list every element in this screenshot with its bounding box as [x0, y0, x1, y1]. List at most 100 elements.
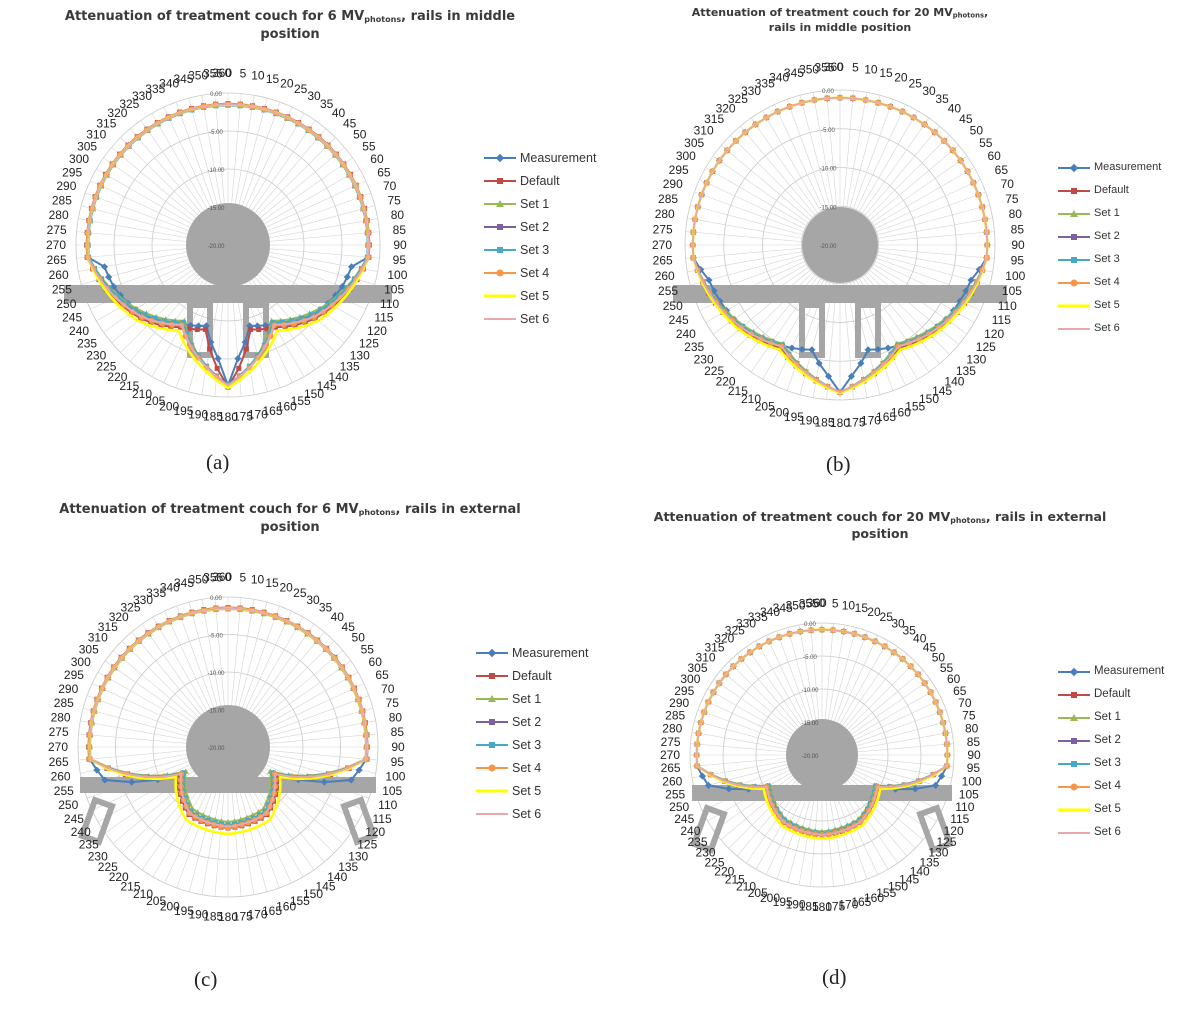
- angle-tick-label: 160: [864, 891, 884, 905]
- angle-tick-label: 110: [378, 798, 397, 812]
- center-disk: [786, 719, 858, 791]
- legend-label: Set 5: [1094, 299, 1120, 311]
- angle-tick-label: 325: [725, 623, 745, 637]
- legend-label: Default: [1094, 184, 1129, 196]
- data-point: [911, 785, 919, 793]
- legend-item-default: Default: [1056, 683, 1164, 706]
- angle-tick-label: 360: [212, 570, 232, 584]
- couch-top: [64, 285, 392, 303]
- angle-tick-label: 300: [69, 152, 89, 166]
- legend-label: Set 3: [1094, 253, 1120, 265]
- angle-tick-label: 195: [174, 904, 194, 918]
- legend-label: Set 6: [1094, 322, 1120, 334]
- data-point: [142, 312, 148, 318]
- legend-item-set-5: Set 5: [1056, 798, 1164, 821]
- angle-tick-label: 50: [352, 631, 366, 645]
- radial-tick-label: -5.00: [821, 128, 835, 134]
- angle-tick-label: 45: [923, 641, 937, 655]
- angle-tick-label: 245: [674, 812, 694, 826]
- angle-tick-label: 75: [1005, 192, 1019, 206]
- angle-tick-label: 200: [160, 900, 180, 914]
- angle-tick-label: 230: [694, 352, 714, 366]
- angle-tick-label: 260: [51, 770, 71, 784]
- angle-tick-label: 5: [852, 61, 859, 75]
- legend-item-set-1: Set 1: [1056, 202, 1161, 225]
- angle-tick-label: 85: [1011, 222, 1025, 236]
- legend-swatch: [1058, 233, 1090, 240]
- angle-tick-label: 235: [687, 835, 707, 849]
- angle-tick-label: 130: [966, 352, 986, 366]
- legend-swatch: [484, 317, 516, 320]
- series-set-6: [691, 96, 989, 394]
- angle-tick-label: 325: [728, 92, 748, 106]
- angle-tick-label: 65: [995, 163, 1009, 177]
- angle-tick-label: 305: [687, 661, 707, 675]
- data-point: [180, 320, 186, 326]
- angle-tick-label: 325: [119, 97, 139, 111]
- legend-swatch: [476, 764, 508, 771]
- angle-tick-label: 175: [825, 899, 845, 913]
- data-point: [289, 318, 295, 324]
- radial-tick-label: -5.00: [209, 130, 223, 136]
- legend-swatch: [1058, 256, 1090, 263]
- legend-item-measurement: Measurement: [482, 146, 596, 169]
- legend-swatch: [1058, 691, 1090, 698]
- legend-label: Set 6: [520, 311, 550, 326]
- data-point: [347, 776, 355, 784]
- legend-swatch: [484, 177, 516, 184]
- center-disk: [802, 207, 878, 283]
- radar-chart-d: 0.00-5.00-10.00-15.00-20.000 5 10 15 2025303…: [660, 596, 982, 914]
- couch-overlay-middle: [673, 285, 1007, 358]
- angle-tick-label: 205: [755, 399, 775, 413]
- data-point: [864, 346, 872, 354]
- angle-tick-label: 40: [331, 610, 345, 624]
- angle-tick-label: 240: [71, 825, 91, 839]
- data-point: [343, 273, 351, 281]
- legend-label: Set 3: [512, 737, 542, 752]
- legend-swatch: [484, 223, 516, 230]
- angle-tick-label: 275: [653, 222, 673, 236]
- angle-tick-label: 215: [728, 384, 748, 398]
- angle-tick-label: 120: [944, 824, 964, 838]
- angle-tick-label: 75: [962, 709, 976, 723]
- legend-label: Set 3: [520, 242, 550, 257]
- angle-tick-label: 80: [391, 208, 405, 222]
- angle-tick-label: 195: [173, 404, 193, 418]
- angle-tick-label: 210: [741, 392, 761, 406]
- legend-swatch: [1058, 808, 1090, 811]
- angle-tick-label: 15: [266, 72, 280, 86]
- radial-tick-label: -15.00: [819, 205, 837, 211]
- legend-swatch: [484, 294, 516, 297]
- angle-tick-label: 275: [47, 223, 67, 237]
- angle-tick-label: 300: [71, 655, 91, 669]
- angle-tick-label: 250: [58, 798, 78, 812]
- angle-tick-label: 240: [69, 324, 89, 338]
- data-point: [967, 276, 975, 284]
- angle-tick-label: 75: [387, 193, 401, 207]
- angle-tick-label: 150: [919, 392, 939, 406]
- legend-swatch: [476, 718, 508, 725]
- legend-item-set-6: Set 6: [482, 307, 596, 330]
- angle-tick-label: 300: [680, 672, 700, 686]
- angle-tick-label: 130: [348, 849, 368, 863]
- angle-tick-label: 255: [665, 787, 685, 801]
- data-point: [264, 326, 270, 332]
- angle-tick-label: 255: [54, 784, 74, 798]
- data-point: [318, 307, 324, 313]
- angle-tick-label: 350: [188, 573, 208, 587]
- legend-swatch: [1058, 163, 1090, 172]
- angle-tick-label: 130: [928, 846, 948, 860]
- radial-tick-label: -5.00: [803, 655, 817, 661]
- data-point: [186, 326, 192, 332]
- angle-tick-label: 270: [660, 748, 680, 762]
- couch-rail-right: [855, 302, 881, 358]
- angle-tick-label: 320: [109, 610, 129, 624]
- legend-swatch: [1058, 209, 1090, 217]
- angle-tick-label: 110: [380, 297, 399, 311]
- angle-tick-label: 315: [705, 641, 725, 655]
- angle-tick-label: 30: [891, 616, 905, 630]
- angle-tick-label: 55: [361, 642, 375, 656]
- data-point: [194, 327, 200, 333]
- angle-tick-label: 5: [832, 597, 839, 611]
- angle-tick-label: 350: [188, 69, 208, 83]
